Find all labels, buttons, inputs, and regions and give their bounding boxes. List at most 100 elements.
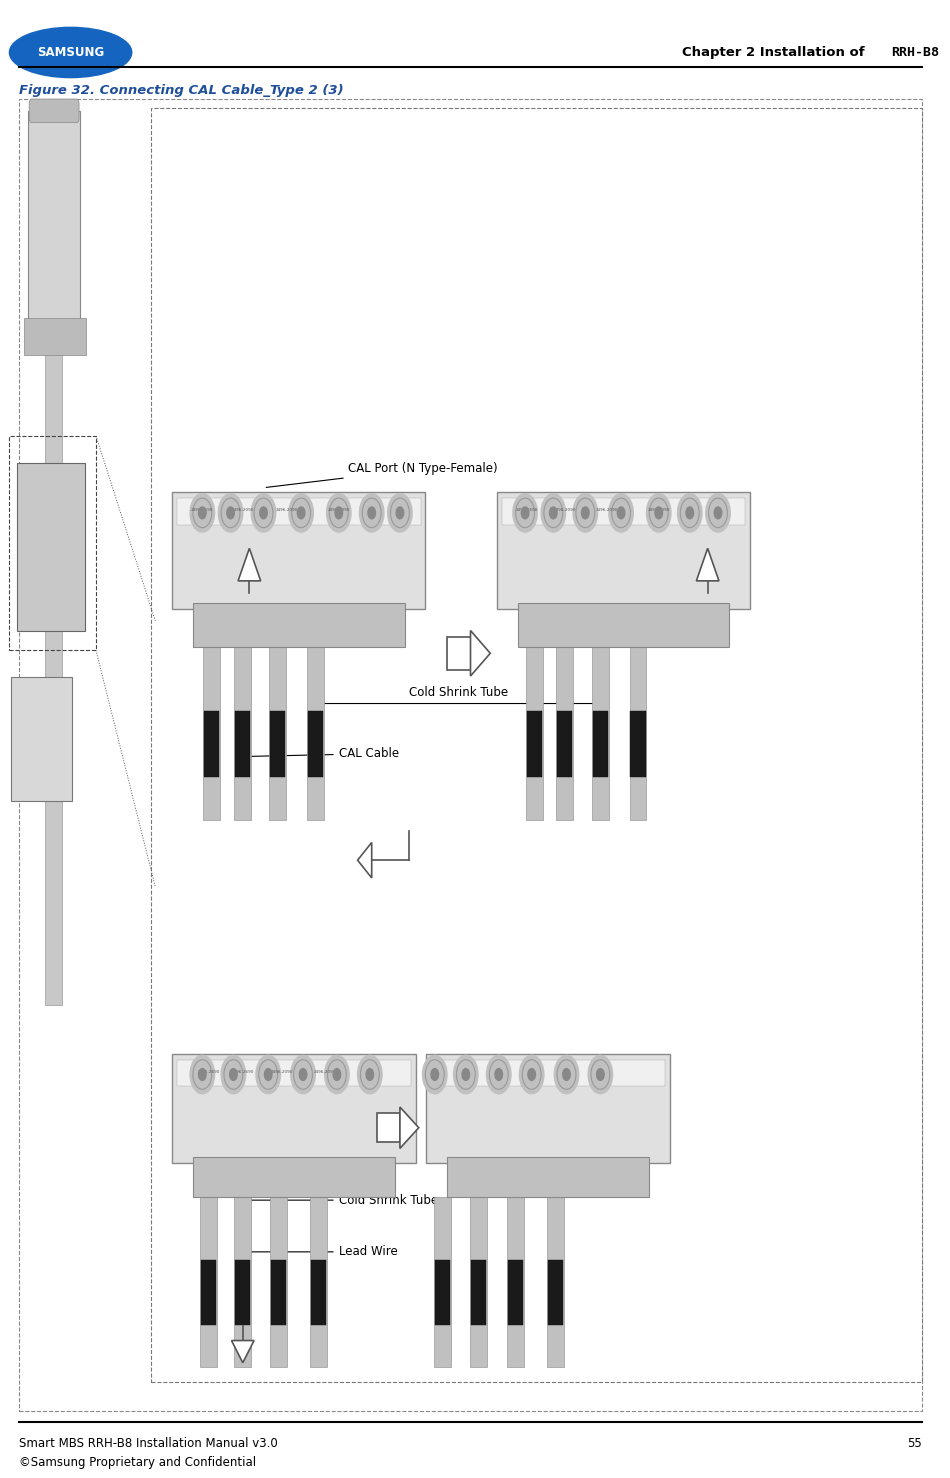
Bar <box>592 647 609 820</box>
Bar <box>526 647 543 820</box>
Circle shape <box>423 1055 447 1094</box>
Bar <box>557 711 572 777</box>
Bar <box>307 647 324 820</box>
Circle shape <box>562 1069 570 1080</box>
Circle shape <box>366 1069 373 1080</box>
Text: Figure 32. Connecting CAL Cable_Type 2 (3): Figure 32. Connecting CAL Cable_Type 2 (… <box>19 84 344 98</box>
Bar <box>547 1197 563 1367</box>
Bar <box>19 99 922 1411</box>
FancyBboxPatch shape <box>17 463 85 631</box>
Bar <box>508 1261 523 1324</box>
Text: 2496-2090: 2496-2090 <box>276 508 298 511</box>
Text: 2496-2090: 2496-2090 <box>271 1070 294 1073</box>
Circle shape <box>453 1055 478 1094</box>
Bar <box>470 1261 485 1324</box>
Circle shape <box>221 1055 246 1094</box>
Circle shape <box>495 1069 503 1080</box>
Bar <box>527 711 542 777</box>
Text: Lead Wire: Lead Wire <box>245 1246 397 1258</box>
Text: 2496-2090: 2496-2090 <box>554 508 576 511</box>
Circle shape <box>190 494 215 532</box>
Circle shape <box>199 507 206 519</box>
Bar <box>518 603 730 647</box>
Bar <box>556 647 573 820</box>
Bar <box>46 126 62 1005</box>
Bar <box>593 711 608 777</box>
FancyBboxPatch shape <box>497 492 750 609</box>
Circle shape <box>655 507 662 519</box>
FancyBboxPatch shape <box>172 1054 416 1163</box>
Bar <box>502 498 746 525</box>
Circle shape <box>325 1055 349 1094</box>
Text: 2496-2090: 2496-2090 <box>648 508 670 511</box>
Circle shape <box>299 1069 307 1080</box>
Text: Smart MBS RRH-B8 Installation Manual v3.0: Smart MBS RRH-B8 Installation Manual v3.… <box>19 1437 277 1450</box>
Bar <box>203 647 220 820</box>
Bar <box>177 498 421 525</box>
Text: 2496-2090: 2496-2090 <box>232 508 254 511</box>
Polygon shape <box>696 548 719 581</box>
Circle shape <box>554 1055 579 1094</box>
Circle shape <box>542 494 565 532</box>
Bar <box>311 1261 326 1324</box>
Circle shape <box>486 1055 511 1094</box>
Polygon shape <box>357 842 371 878</box>
Bar <box>310 1197 327 1367</box>
Bar <box>271 1261 286 1324</box>
Circle shape <box>291 1055 315 1094</box>
Text: Chapter 2 Installation of: Chapter 2 Installation of <box>682 46 869 59</box>
Circle shape <box>513 494 538 532</box>
Text: N Type-Male: N Type-Male <box>280 504 420 516</box>
Bar <box>507 1197 524 1367</box>
Bar <box>235 1197 251 1367</box>
Text: RRH-B8: RRH-B8 <box>891 46 940 59</box>
Circle shape <box>259 507 267 519</box>
Ellipse shape <box>10 28 132 78</box>
Text: 2496-2690: 2496-2690 <box>232 1070 254 1073</box>
Circle shape <box>218 494 243 532</box>
Circle shape <box>230 1069 238 1080</box>
Text: CAL Port (N Type-Female): CAL Port (N Type-Female) <box>266 463 498 488</box>
Bar <box>469 1197 486 1367</box>
Circle shape <box>528 1069 536 1080</box>
Circle shape <box>573 494 598 532</box>
Bar <box>269 647 286 820</box>
Bar <box>377 1113 400 1142</box>
Bar <box>236 1261 250 1324</box>
Circle shape <box>549 507 557 519</box>
Bar <box>236 711 250 777</box>
Text: 2496-2690: 2496-2690 <box>198 1070 220 1073</box>
Text: 2495-2690: 2495-2690 <box>191 508 214 511</box>
Bar <box>204 711 219 777</box>
Text: CAL Cable: CAL Cable <box>237 748 399 760</box>
Circle shape <box>368 507 375 519</box>
Circle shape <box>597 1069 604 1080</box>
Bar <box>435 1261 449 1324</box>
Circle shape <box>706 494 731 532</box>
Bar <box>447 1157 649 1197</box>
Polygon shape <box>232 1341 254 1363</box>
Text: ©Samsung Proprietary and Confidential: ©Samsung Proprietary and Confidential <box>19 1456 256 1469</box>
Circle shape <box>609 494 634 532</box>
Circle shape <box>227 507 235 519</box>
Circle shape <box>333 1069 341 1080</box>
Circle shape <box>714 507 722 519</box>
Circle shape <box>359 494 384 532</box>
Bar <box>200 1197 218 1367</box>
Circle shape <box>522 507 529 519</box>
Bar <box>193 1157 395 1197</box>
Circle shape <box>256 1055 280 1094</box>
Text: 2495-2690: 2495-2690 <box>516 508 538 511</box>
Circle shape <box>581 507 589 519</box>
Circle shape <box>388 494 412 532</box>
Text: 2496-2090: 2496-2090 <box>314 1070 336 1073</box>
FancyBboxPatch shape <box>11 677 71 801</box>
Bar <box>547 1261 562 1324</box>
Circle shape <box>686 507 694 519</box>
FancyBboxPatch shape <box>427 1054 670 1163</box>
Circle shape <box>677 494 702 532</box>
FancyBboxPatch shape <box>29 99 79 123</box>
Circle shape <box>190 1055 215 1094</box>
Circle shape <box>462 1069 469 1080</box>
Circle shape <box>357 1055 382 1094</box>
